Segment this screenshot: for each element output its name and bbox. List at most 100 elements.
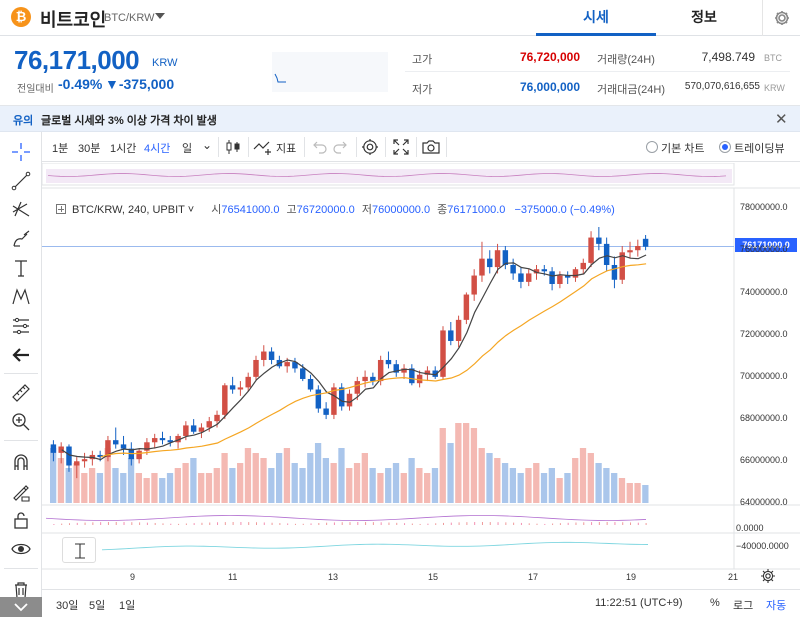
- settings-icon[interactable]: [359, 136, 381, 158]
- indicators-icon[interactable]: [252, 136, 274, 158]
- interval-1h[interactable]: 1시간: [110, 143, 137, 155]
- range-1d[interactable]: 1일: [119, 600, 136, 612]
- crosshair-icon[interactable]: [9, 140, 33, 164]
- volume-bar: [369, 468, 376, 503]
- notice-bar: 유의 글로벌 시세와 3% 이상 가격 차이 발생 ✕: [0, 106, 800, 132]
- indicator-band: [46, 169, 732, 183]
- close-icon[interactable]: ✕: [775, 111, 788, 128]
- volume-bar: [634, 483, 641, 503]
- back-arrow-icon[interactable]: [9, 343, 33, 367]
- auto-scale-toggle[interactable]: 자동: [766, 600, 787, 612]
- tab-market[interactable]: 시세: [536, 0, 656, 36]
- drawing-toolbar: [0, 132, 42, 599]
- volume-bar: [626, 483, 633, 503]
- pattern-icon[interactable]: [9, 285, 33, 309]
- interval-30m[interactable]: 30분: [78, 143, 101, 155]
- zoom-in-icon[interactable]: [9, 410, 33, 434]
- trading-view-label[interactable]: 트레이딩뷰: [734, 143, 785, 155]
- expand-toolbar-button[interactable]: [0, 597, 42, 617]
- log-scale-toggle[interactable]: 로그: [733, 600, 754, 612]
- range-5d[interactable]: 5일: [89, 600, 106, 612]
- candle-body: [362, 376, 368, 382]
- chevron-down-icon[interactable]: ˅: [184, 204, 195, 216]
- collapse-legend-icon[interactable]: [56, 204, 66, 214]
- volume-bar: [73, 463, 80, 503]
- clock-timezone[interactable]: 11:22:51 (UTC+9): [595, 597, 683, 609]
- candle-body: [292, 362, 298, 369]
- volume-bar: [244, 448, 252, 503]
- candle-body: [214, 414, 220, 422]
- candle-style-icon[interactable]: [222, 136, 244, 158]
- ruler-icon[interactable]: [9, 381, 33, 405]
- header: ₿ 비트코인 BTC/KRW 시세 정보: [0, 0, 800, 36]
- candle-body: [401, 368, 407, 373]
- volume-bar: [611, 473, 618, 503]
- interval-day[interactable]: 일: [182, 143, 193, 155]
- fib-tool-icon[interactable]: [9, 198, 33, 222]
- chevron-down-icon[interactable]: ⌄: [202, 138, 213, 152]
- trend-line-icon[interactable]: [9, 169, 33, 193]
- legend-open-val: 76541000.0: [221, 204, 280, 216]
- x-tick-label: 11: [228, 572, 238, 582]
- candle-body: [487, 258, 493, 268]
- trading-view-radio[interactable]: [719, 141, 731, 153]
- osc-tick-label: −40000.0000: [736, 541, 789, 551]
- candle-body: [518, 273, 524, 282]
- settings-gear-icon[interactable]: [762, 0, 800, 36]
- candle-body: [307, 378, 314, 390]
- volume-bar: [307, 453, 314, 503]
- volume-bar: [229, 468, 236, 503]
- lock-icon[interactable]: [9, 508, 33, 532]
- camera-icon[interactable]: [420, 136, 442, 158]
- legend-close-val: 76171000.0: [447, 204, 506, 216]
- fullscreen-icon[interactable]: [390, 136, 412, 158]
- brush-icon[interactable]: [9, 227, 33, 251]
- volume-bar: [462, 423, 470, 503]
- toolbar-divider: [385, 137, 386, 157]
- volume-bar: [159, 478, 166, 503]
- candle-body: [596, 237, 602, 244]
- candle-body: [144, 442, 150, 451]
- undo-icon[interactable]: [308, 136, 330, 158]
- pair-dropdown-caret-icon[interactable]: [155, 13, 165, 19]
- percent-scale-toggle[interactable]: %: [710, 597, 720, 609]
- candle-body: [603, 243, 610, 265]
- volume-bar: [338, 448, 345, 503]
- chart-toolbar: 1분 30분 1시간 4시간 일 ⌄ 지표 기본 차트 트레이딩뷰: [42, 132, 800, 162]
- volume-bar: [603, 468, 610, 503]
- last-price-badge: 76171000.0: [735, 238, 797, 252]
- scale-settings-icon[interactable]: [760, 568, 776, 584]
- y-tick-label: 68000000.0: [740, 413, 788, 423]
- candle-body: [502, 250, 509, 265]
- volume-bar: [392, 463, 400, 503]
- volume-bar: [416, 468, 423, 503]
- volume-bar: [299, 468, 306, 503]
- basic-chart-label[interactable]: 기본 차트: [661, 143, 705, 155]
- notice-text: 글로벌 시세와 3% 이상 가격 차이 발생: [41, 115, 217, 127]
- tab-info[interactable]: 정보: [691, 9, 717, 25]
- basic-chart-radio[interactable]: [646, 141, 658, 153]
- redo-icon[interactable]: [330, 136, 352, 158]
- price-chart[interactable]: BTC/KRW, 240, UPBIT ˅ 시76541000.0 고76720…: [41, 162, 800, 597]
- interval-1m[interactable]: 1분: [52, 143, 69, 155]
- toolbar-divider: [416, 137, 417, 157]
- volume-bar: [587, 453, 594, 503]
- candle-body: [385, 359, 392, 365]
- volume-bar: [447, 443, 454, 503]
- eye-icon[interactable]: [9, 537, 33, 561]
- interval-4h[interactable]: 4시간: [144, 143, 171, 155]
- magnet-icon[interactable]: [9, 450, 33, 474]
- text-tool-icon[interactable]: [9, 256, 33, 280]
- volume-bar: [564, 473, 571, 503]
- volume-bar: [81, 473, 88, 503]
- range-30d[interactable]: 30일: [56, 600, 79, 612]
- volume-bar: [470, 428, 478, 503]
- draw-lock-pencil-icon[interactable]: [9, 479, 33, 503]
- prediction-icon[interactable]: [9, 314, 33, 338]
- volume-bar: [642, 485, 649, 503]
- chart-canvas[interactable]: [41, 162, 800, 597]
- volume-bar: [127, 458, 135, 503]
- indicators-label[interactable]: 지표: [276, 143, 297, 155]
- turnover-unit: KRW: [764, 83, 785, 93]
- chart-navigation-icon[interactable]: [62, 537, 96, 563]
